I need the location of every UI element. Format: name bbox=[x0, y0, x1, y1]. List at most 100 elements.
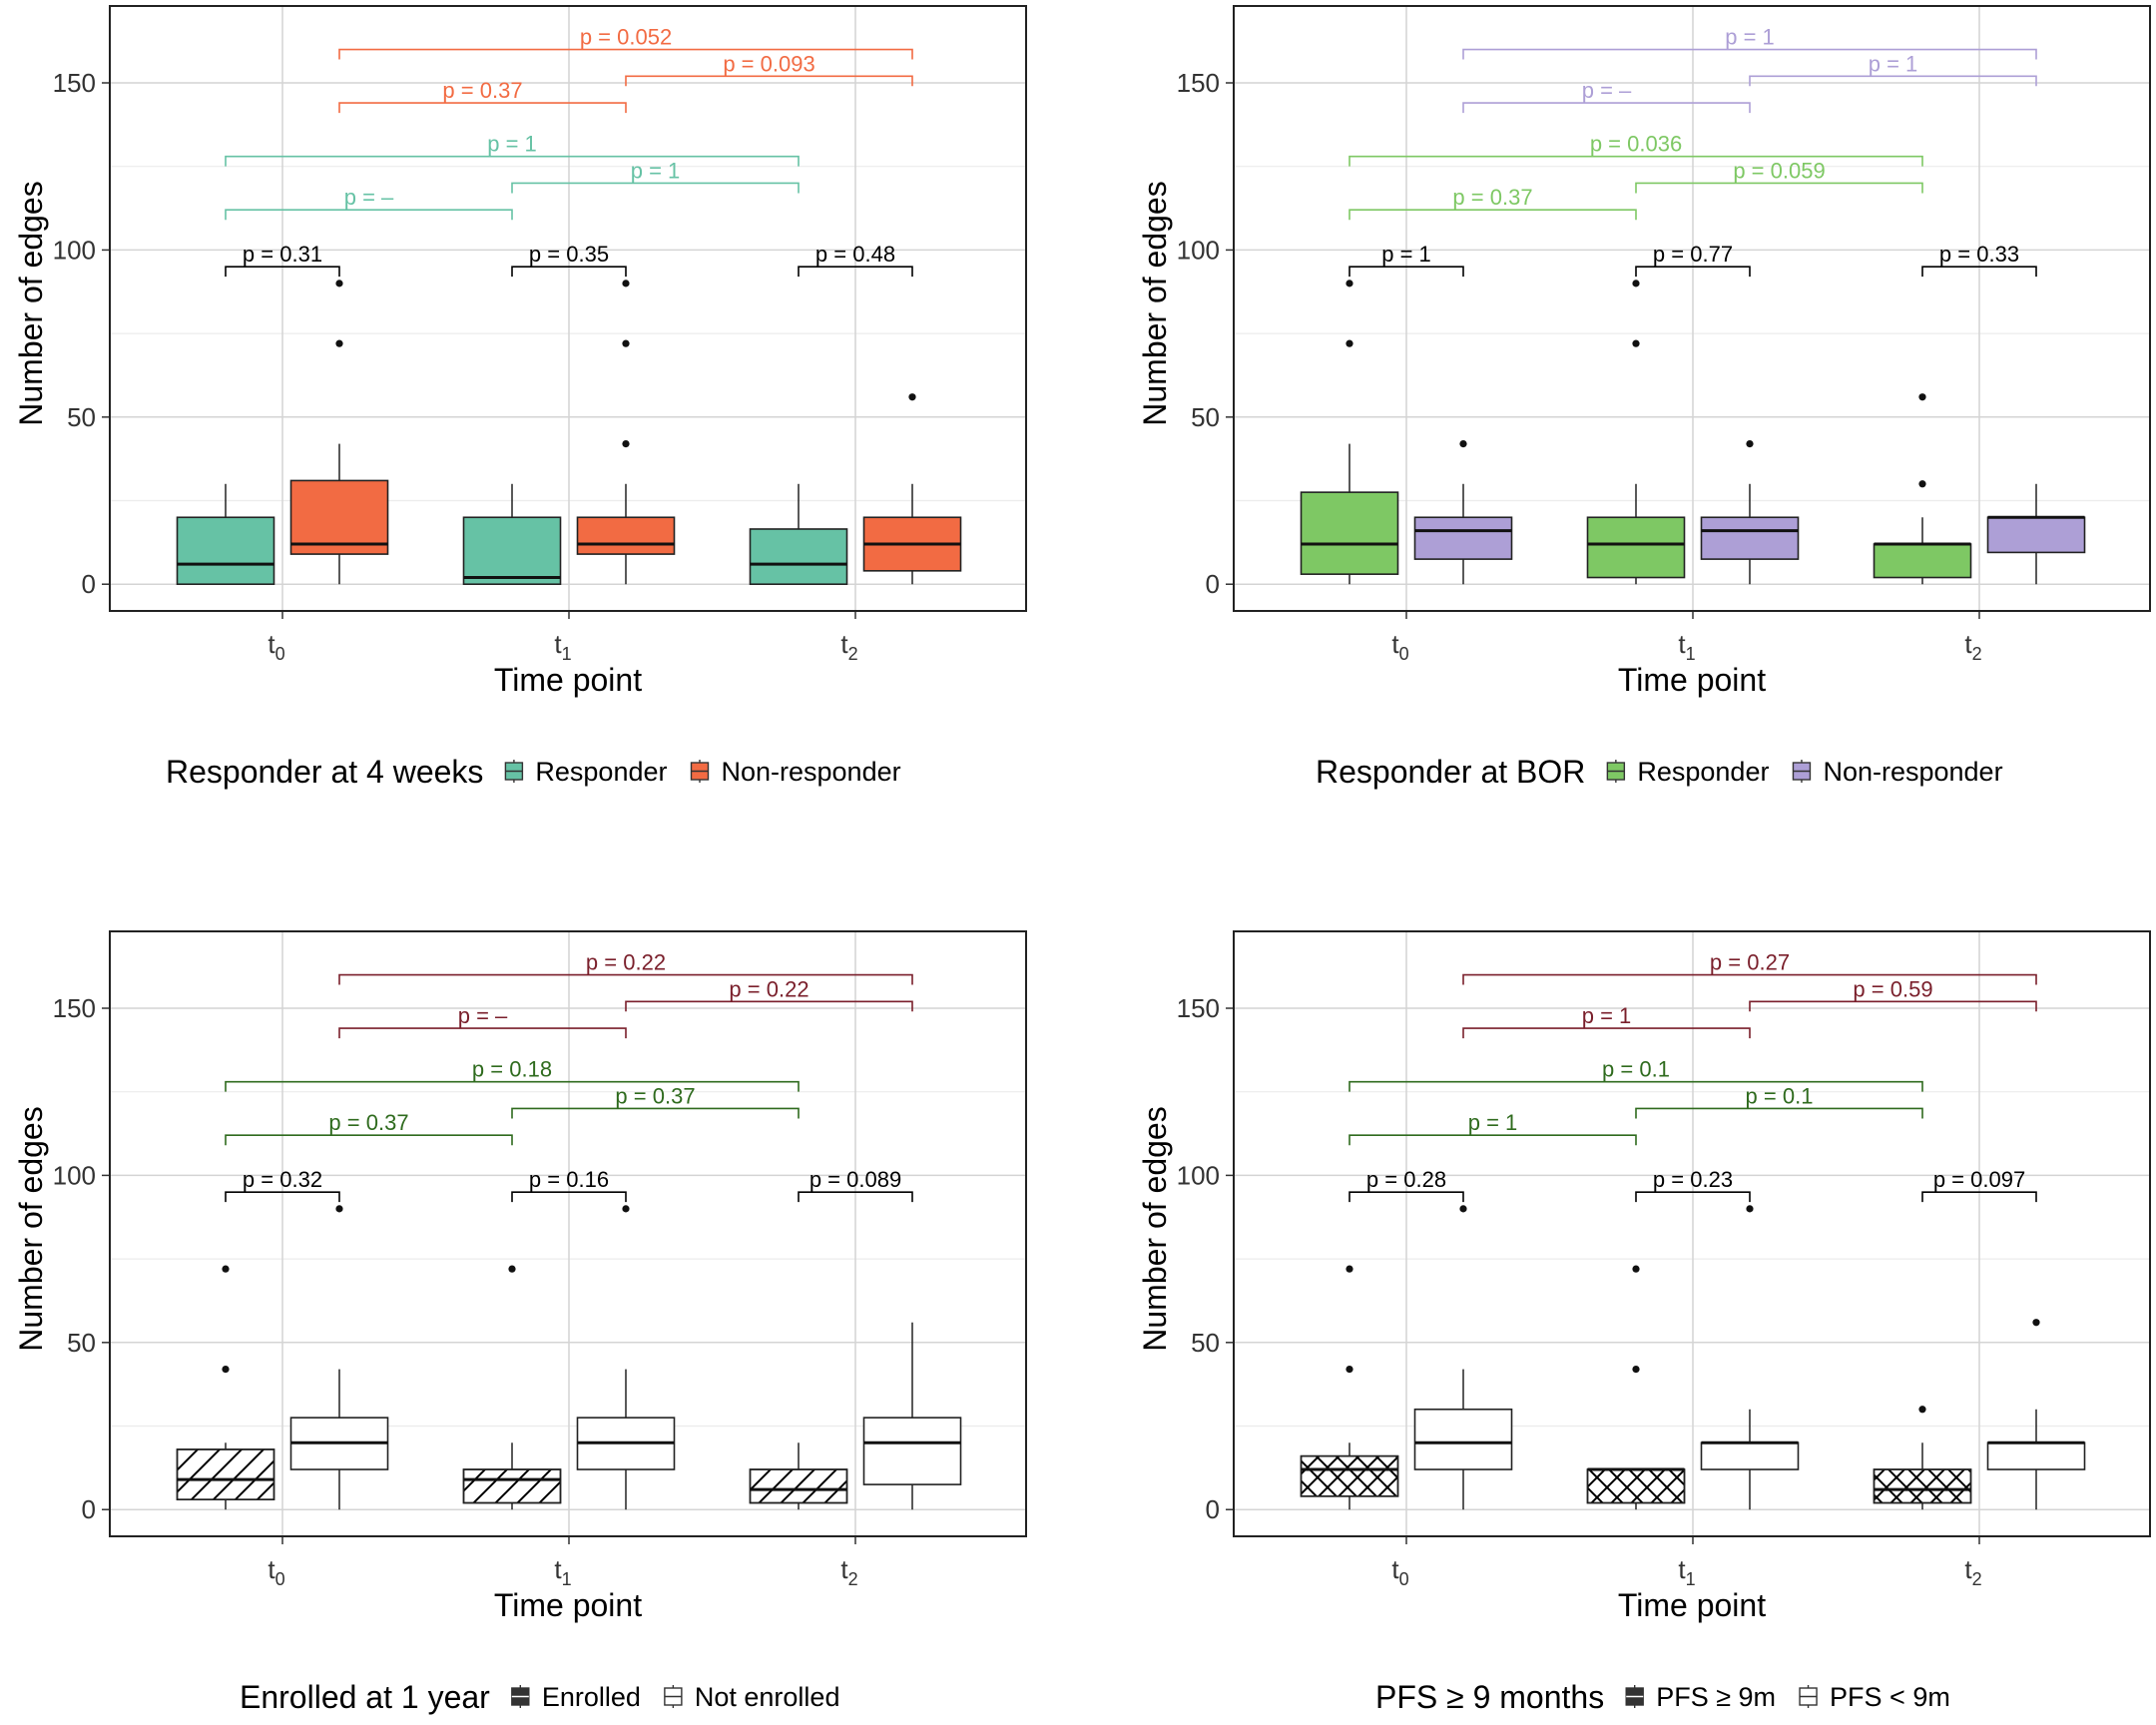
bracket-line bbox=[511, 1191, 627, 1203]
bracket-line bbox=[338, 102, 627, 114]
bracket-line bbox=[511, 266, 627, 278]
p-value-label: p = 0.097 bbox=[1933, 1167, 2025, 1192]
x-tick-base: t bbox=[268, 629, 275, 659]
comparison-bracket: p = 1 bbox=[225, 132, 800, 167]
x-tick-subscript: 2 bbox=[848, 1569, 858, 1589]
x-tick-base: t bbox=[1678, 629, 1686, 659]
comparison-bracket: p = – bbox=[338, 1003, 627, 1039]
legend-key: Responder bbox=[1606, 757, 1769, 787]
legend: Responder at 4 weeks Responder Non-respond… bbox=[166, 754, 901, 790]
p-value-label: p = 0.052 bbox=[580, 25, 672, 50]
bracket-line bbox=[225, 1191, 340, 1203]
comparison-bracket: p = – bbox=[1462, 78, 1751, 114]
x-tick-subscript: 1 bbox=[1686, 1569, 1696, 1589]
p-value-label: p = 0.37 bbox=[328, 1110, 408, 1135]
x-tick-base: t bbox=[1964, 629, 1972, 659]
box-pattern bbox=[1586, 1468, 1686, 1504]
x-tick-subscript: 0 bbox=[1399, 1569, 1409, 1589]
x-tick-base: t bbox=[1391, 1554, 1399, 1584]
x-tick-base: t bbox=[554, 1554, 562, 1584]
x-tick-base: t bbox=[1678, 1554, 1686, 1584]
outlier-point bbox=[335, 1205, 343, 1213]
box-responder-0 bbox=[1300, 280, 1399, 585]
comparison-bracket: p = 0.052 bbox=[338, 25, 913, 60]
outlier-point bbox=[2032, 1319, 2040, 1327]
x-tick-subscript: 0 bbox=[1399, 644, 1409, 664]
outlier-point bbox=[1918, 1406, 1926, 1414]
comparison-bracket: p = 0.37 bbox=[225, 1110, 513, 1146]
box-non-responder-0 bbox=[1413, 439, 1513, 585]
p-value-label: p = 1 bbox=[1468, 1110, 1518, 1135]
outlier-point bbox=[1918, 480, 1926, 488]
y-tick-label: 150 bbox=[53, 68, 96, 98]
comparison-bracket: p = 0.31 bbox=[225, 242, 340, 278]
bracket-line bbox=[511, 1107, 800, 1119]
x-tick-label: t0 bbox=[1391, 1554, 1408, 1589]
x-tick-label: t0 bbox=[268, 1554, 284, 1589]
box-not-enrolled-2 bbox=[862, 1322, 962, 1510]
legend-title: PFS ≥ 9 months bbox=[1375, 1679, 1604, 1715]
bracket-line bbox=[798, 266, 913, 278]
y-tick-label: 0 bbox=[1206, 569, 1220, 599]
box-pfs-9m-2 bbox=[1986, 1319, 2086, 1510]
legend-label: Non-responder bbox=[722, 757, 901, 787]
box-body bbox=[1413, 1408, 1513, 1470]
legend-label: Responder bbox=[535, 757, 667, 787]
outlier-point bbox=[335, 339, 343, 347]
x-tick-subscript: 0 bbox=[275, 644, 285, 664]
p-value-label: p = – bbox=[344, 185, 394, 210]
outlier-point bbox=[1346, 280, 1353, 288]
comparison-bracket: p = 1 bbox=[1462, 1003, 1751, 1039]
legend-key: Non-responder bbox=[690, 757, 901, 787]
outlier-point bbox=[1346, 1265, 1353, 1273]
bracket-line bbox=[1348, 266, 1464, 278]
box-pattern bbox=[1300, 1454, 1399, 1497]
box-body bbox=[862, 1417, 962, 1485]
outlier-point bbox=[622, 280, 630, 288]
x-tick-subscript: 1 bbox=[1686, 644, 1696, 664]
bracket-line bbox=[1921, 1191, 2037, 1203]
box-responder-2 bbox=[749, 483, 848, 586]
y-tick-label: 50 bbox=[1191, 1328, 1220, 1358]
x-tick-label: t1 bbox=[1678, 1554, 1695, 1589]
outlier-point bbox=[222, 1365, 230, 1374]
y-tick-label: 50 bbox=[67, 1328, 96, 1358]
x-tick-label: t2 bbox=[1964, 629, 1981, 664]
legend-label: Not enrolled bbox=[695, 1682, 840, 1712]
legend-label: Non-responder bbox=[1823, 757, 2002, 787]
y-tick-label: 0 bbox=[82, 569, 96, 599]
panel-border bbox=[1233, 5, 2151, 612]
bracket-line bbox=[1635, 266, 1751, 278]
legend-title: Responder at 4 weeks bbox=[166, 754, 483, 790]
p-value-label: p = – bbox=[458, 1003, 508, 1028]
comparison-bracket: p = 1 bbox=[1749, 51, 2037, 87]
p-value-label: p = 0.1 bbox=[1746, 1083, 1814, 1108]
box-non-responder-1 bbox=[576, 280, 676, 585]
outlier-point bbox=[1632, 280, 1640, 288]
comparison-bracket: p = 0.16 bbox=[511, 1167, 627, 1203]
box-responder-1 bbox=[1586, 280, 1686, 585]
outlier-point bbox=[1746, 1205, 1754, 1213]
legend: Enrolled at 1 year Enrolled Not enrolled bbox=[240, 1679, 839, 1715]
p-value-label: p = 1 bbox=[1869, 51, 1918, 76]
bracket-line bbox=[1749, 1000, 2037, 1012]
bracket-line bbox=[1348, 155, 1923, 167]
box-pfs-9m-2 bbox=[1873, 1406, 1972, 1510]
box-responder-0 bbox=[176, 483, 275, 586]
p-value-label: p = 0.089 bbox=[809, 1167, 901, 1192]
y-tick-label: 100 bbox=[53, 235, 96, 265]
legend-key: Non-responder bbox=[1792, 757, 2003, 787]
x-tick-label: t1 bbox=[554, 629, 571, 664]
comparison-bracket: p = 0.37 bbox=[1348, 185, 1637, 221]
x-tick-label: t0 bbox=[1391, 629, 1408, 664]
bracket-line bbox=[1635, 182, 1923, 194]
x-tick-base: t bbox=[840, 629, 848, 659]
p-value-label: p = 0.23 bbox=[1653, 1167, 1733, 1192]
x-axis-title: Time point bbox=[494, 1587, 642, 1623]
x-tick-label: t2 bbox=[1964, 1554, 1981, 1589]
panel-border bbox=[1233, 930, 2151, 1537]
bracket-line bbox=[225, 1134, 513, 1146]
